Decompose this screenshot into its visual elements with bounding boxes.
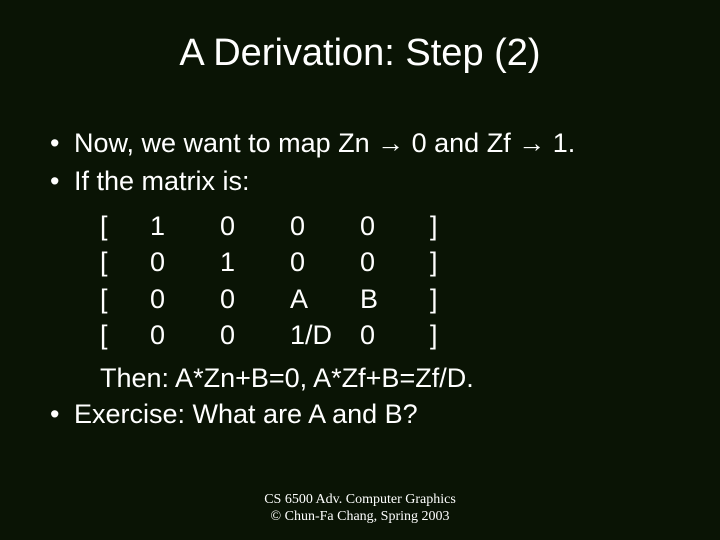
matrix-cell: ] <box>430 208 460 244</box>
bullet-text: If the matrix is: <box>74 163 680 199</box>
slide-footer: CS 6500 Adv. Computer Graphics © Chun-Fa… <box>0 492 720 526</box>
matrix-cell: [ <box>100 281 150 317</box>
matrix-cell: 0 <box>360 208 430 244</box>
bullet-text: Exercise: What are A and B? <box>74 396 680 432</box>
footer-line: © Chun-Fa Chang, Spring 2003 <box>0 509 720 526</box>
matrix-cell: 1/D <box>290 317 360 353</box>
matrix-cell: 0 <box>360 244 430 280</box>
bullet-item: • If the matrix is: <box>50 163 680 199</box>
matrix-cell: A <box>290 281 360 317</box>
matrix-cell: 1 <box>150 208 220 244</box>
bullet-item: • Exercise: What are A and B? <box>50 396 680 432</box>
matrix-row: [ 0 1 0 0 ] <box>100 244 680 280</box>
slide-title: A Derivation: Step (2) <box>0 0 720 85</box>
bullet-item: • Now, we want to map Zn → 0 and Zf → 1. <box>50 125 680 161</box>
matrix-cell: 0 <box>150 281 220 317</box>
matrix-cell: 0 <box>220 208 290 244</box>
matrix-cell: [ <box>100 317 150 353</box>
matrix-cell: [ <box>100 244 150 280</box>
matrix-row: [ 0 0 A B ] <box>100 281 680 317</box>
bullet-text: Now, we want to map Zn → 0 and Zf → 1. <box>74 125 680 161</box>
matrix-cell: ] <box>430 244 460 280</box>
matrix-cell: [ <box>100 208 150 244</box>
matrix-cell: ] <box>430 281 460 317</box>
bullet-mark: • <box>50 396 74 432</box>
matrix-cell: 0 <box>290 208 360 244</box>
matrix-cell: ] <box>430 317 460 353</box>
slide-body: • Now, we want to map Zn → 0 and Zf → 1.… <box>0 85 720 433</box>
bullet-mark: • <box>50 125 74 161</box>
matrix-cell: 0 <box>220 281 290 317</box>
matrix-cell: 1 <box>220 244 290 280</box>
footer-line: CS 6500 Adv. Computer Graphics <box>0 492 720 509</box>
bullet-mark: • <box>50 163 74 199</box>
matrix-cell: 0 <box>220 317 290 353</box>
then-line: Then: A*Zn+B=0, A*Zf+B=Zf/D. <box>50 360 680 396</box>
slide: { "colors": { "background": "#0a1405", "… <box>0 0 720 540</box>
matrix-cell: 0 <box>290 244 360 280</box>
matrix-cell: B <box>360 281 430 317</box>
matrix-cell: 0 <box>150 317 220 353</box>
matrix: [ 1 0 0 0 ] [ 0 1 0 0 ] [ 0 0 A B ] <box>50 202 680 360</box>
matrix-row: [ 1 0 0 0 ] <box>100 208 680 244</box>
matrix-cell: 0 <box>360 317 430 353</box>
matrix-cell: 0 <box>150 244 220 280</box>
matrix-row: [ 0 0 1/D 0 ] <box>100 317 680 353</box>
